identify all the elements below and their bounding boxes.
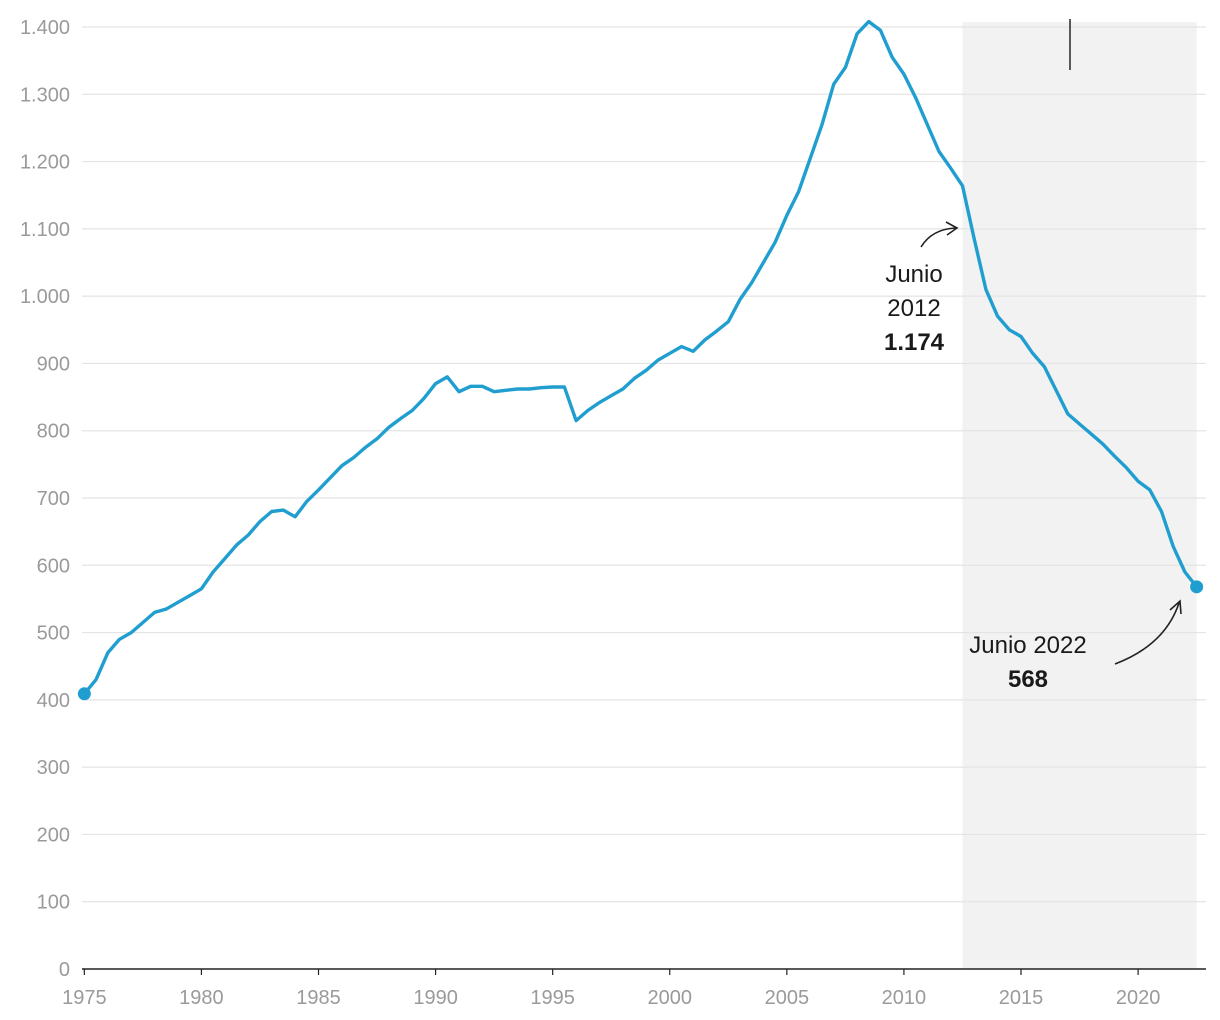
annotation-2022-arrowhead (1169, 599, 1182, 615)
x-tick-label: 1985 (296, 987, 341, 1009)
annotation-2012: Junio 2012 1.174 (884, 221, 959, 356)
y-tick-label: 600 (37, 555, 70, 577)
x-tick-label: 1975 (62, 987, 107, 1009)
annotation-2022-label: Junio 2022 (969, 632, 1086, 659)
annotation-2012-label-2: 2012 (887, 295, 940, 322)
y-tick-label: 900 (37, 353, 70, 375)
y-tick-label: 300 (37, 757, 70, 779)
y-tick-label: 500 (37, 623, 70, 645)
x-tick-label: 2015 (999, 987, 1044, 1009)
annotation-2022: Junio 2022 568 (969, 599, 1182, 693)
annotation-2012-arrowhead (945, 221, 959, 236)
y-tick-label: 1.100 (20, 219, 70, 241)
y-tick-label: 1.000 (20, 286, 70, 308)
x-tick-label: 1995 (530, 987, 575, 1009)
annotation-2022-arrow (1114, 602, 1180, 665)
x-tick-label: 2005 (765, 987, 810, 1009)
x-tick-label: 2020 (1116, 987, 1161, 1009)
annotation-2012-label-1: Junio (885, 261, 942, 288)
y-tick-label: 800 (37, 421, 70, 443)
annotation-2022-value: 568 (1008, 666, 1048, 693)
series-line (82, 19, 1199, 696)
annotation-2012-arrow (920, 227, 957, 248)
y-tick-label: 100 (37, 892, 70, 914)
x-tick-label: 1990 (413, 987, 458, 1009)
shaded-period (962, 22, 1197, 969)
y-tick-label: 1.300 (20, 84, 70, 106)
y-tick-label: 400 (37, 690, 70, 712)
y-tick-label: 200 (37, 824, 70, 846)
y-tick-label: 1.200 (20, 152, 70, 174)
x-tick-label: 1980 (179, 987, 224, 1009)
y-tick-label: 700 (37, 488, 70, 510)
annotation-2012-value: 1.174 (884, 329, 945, 356)
y-tick-label: 0 (59, 959, 70, 981)
x-tick-label: 2000 (648, 987, 693, 1009)
end-point-marker (1190, 580, 1204, 594)
start-point-marker (77, 687, 91, 701)
y-tick-label: 1.400 (20, 17, 70, 39)
x-tick-label: 2010 (882, 987, 927, 1009)
